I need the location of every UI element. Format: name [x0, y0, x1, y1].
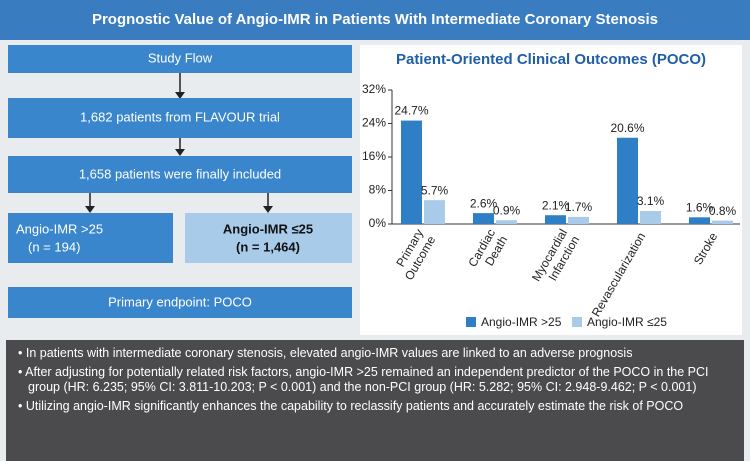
chart-title: Patient-Oriented Clinical Outcomes (POCO…: [396, 51, 706, 68]
value-label: 24.7%: [394, 104, 428, 118]
arrow-heads: [85, 92, 273, 213]
bar: [640, 211, 661, 224]
flow-box: [8, 287, 352, 318]
flow-box: [185, 213, 352, 263]
value-label: 20.6%: [610, 121, 644, 135]
legend-label: Angio-IMR >25: [481, 315, 562, 329]
flow-text: Angio-IMR ≤25: [223, 221, 313, 236]
header-band: [0, 0, 750, 40]
flow-box: [8, 98, 352, 138]
bar: [617, 137, 638, 224]
flow-text: 1,658 patients were finally included: [79, 166, 281, 181]
bar: [545, 215, 566, 224]
value-label: 0.8%: [709, 204, 737, 218]
bar: [712, 220, 733, 224]
bullet-text: Utilizing angio-IMR significantly enhanc…: [25, 399, 684, 413]
flow-text: (n = 194): [28, 239, 80, 254]
flow-text: 1,682 patients from FLAVOUR trial: [80, 109, 280, 124]
value-label: 0.9%: [493, 203, 521, 217]
legend-swatch: [572, 317, 582, 327]
flow-box: [8, 156, 352, 193]
bar: [568, 216, 589, 224]
figure: Prognostic Value of Angio-IMR in Patient…: [0, 0, 750, 335]
bar: [401, 120, 422, 224]
bullet: • In patients with intermediate coronary…: [18, 346, 633, 360]
bar: [424, 200, 445, 224]
value-label: 3.1%: [637, 194, 665, 208]
y-tick-label: 16%: [362, 149, 386, 163]
value-label: 5.7%: [421, 183, 449, 197]
bullet: • After adjusting for potentially relate…: [18, 365, 709, 394]
value-label: 2.1%: [542, 198, 570, 212]
legend-label: Angio-IMR ≤25: [587, 315, 667, 329]
bullet-text: In patients with intermediate coronary s…: [25, 346, 633, 360]
header-title: Prognostic Value of Angio-IMR in Patient…: [92, 11, 658, 28]
value-label: 1.7%: [565, 200, 593, 214]
bullet-text: After adjusting for potentially related …: [25, 365, 709, 394]
bar: [689, 217, 710, 224]
chart-panel: [360, 45, 742, 335]
summary: • In patients with intermediate coronary…: [6, 340, 744, 461]
y-tick-label: 8%: [369, 183, 387, 197]
legend-swatch: [466, 317, 476, 327]
y-tick-label: 24%: [362, 116, 386, 130]
y-tick-label: 0%: [369, 216, 387, 230]
flow-text: Angio-IMR >25: [16, 221, 103, 236]
arrows: [89, 73, 269, 208]
bullet: • Utilizing angio-IMR significantly enha…: [18, 399, 684, 413]
flow-text: (n = 1,464): [236, 239, 300, 254]
flow-box: [8, 213, 173, 263]
bar: [496, 220, 517, 224]
y-tick-label: 32%: [362, 82, 386, 96]
bar: [473, 213, 494, 224]
value-label: 2.6%: [470, 196, 498, 210]
value-label: 1.6%: [686, 200, 714, 214]
flow-header: [8, 45, 352, 73]
flow-title: Study Flow: [148, 50, 213, 65]
flow-text: Primary endpoint: POCO: [108, 294, 252, 309]
